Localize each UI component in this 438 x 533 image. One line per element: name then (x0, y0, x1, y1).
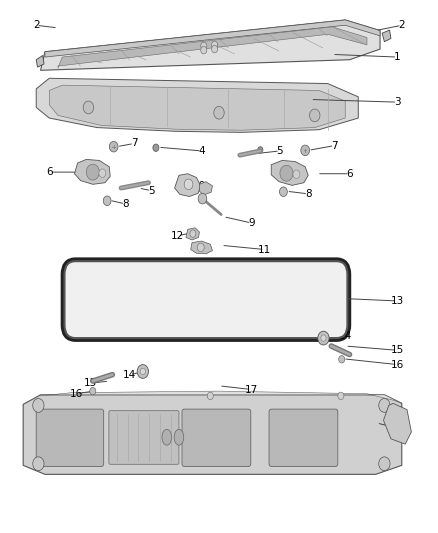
Polygon shape (199, 182, 212, 195)
Polygon shape (382, 30, 391, 42)
Text: 5: 5 (148, 185, 155, 196)
Text: 2: 2 (33, 20, 39, 30)
Polygon shape (175, 174, 201, 197)
Text: 9: 9 (248, 218, 255, 228)
Circle shape (338, 392, 344, 400)
Polygon shape (49, 85, 345, 130)
Circle shape (279, 187, 287, 197)
Circle shape (33, 399, 44, 413)
Circle shape (110, 141, 118, 152)
Polygon shape (45, 20, 380, 57)
Text: 15: 15 (391, 345, 404, 356)
Circle shape (197, 243, 204, 252)
Text: 16: 16 (70, 389, 83, 399)
Text: 8: 8 (305, 189, 311, 199)
Circle shape (184, 179, 193, 190)
Circle shape (207, 392, 213, 400)
Text: 5: 5 (277, 146, 283, 156)
Circle shape (318, 331, 329, 345)
Polygon shape (191, 241, 212, 254)
Circle shape (140, 368, 145, 375)
FancyBboxPatch shape (64, 261, 347, 338)
Circle shape (86, 164, 99, 180)
Circle shape (137, 365, 148, 378)
Circle shape (280, 165, 293, 181)
Text: 8: 8 (122, 199, 129, 209)
Text: 7: 7 (131, 139, 138, 149)
Polygon shape (384, 403, 411, 444)
FancyBboxPatch shape (109, 411, 179, 464)
Text: 17: 17 (245, 384, 258, 394)
Circle shape (99, 169, 106, 177)
Circle shape (103, 196, 111, 206)
Circle shape (212, 41, 218, 49)
Circle shape (301, 145, 310, 156)
Circle shape (90, 387, 96, 395)
Text: 1: 1 (394, 52, 401, 62)
Polygon shape (74, 159, 110, 184)
Circle shape (321, 335, 326, 341)
Circle shape (190, 230, 196, 237)
Polygon shape (41, 20, 380, 70)
Text: 14: 14 (123, 370, 136, 379)
Text: 7: 7 (331, 141, 338, 151)
Text: 6: 6 (346, 169, 353, 179)
Text: 4: 4 (198, 146, 205, 156)
FancyBboxPatch shape (182, 409, 251, 466)
Circle shape (214, 107, 224, 119)
Circle shape (33, 457, 44, 471)
Circle shape (379, 399, 390, 413)
Text: 2: 2 (399, 20, 405, 30)
Circle shape (201, 42, 207, 50)
Circle shape (293, 170, 300, 179)
Text: 12: 12 (171, 231, 184, 241)
Circle shape (339, 356, 345, 363)
Ellipse shape (162, 429, 172, 445)
Circle shape (153, 144, 159, 151)
Circle shape (201, 46, 207, 54)
Text: 15: 15 (84, 378, 97, 388)
Polygon shape (36, 78, 358, 132)
FancyBboxPatch shape (36, 409, 104, 466)
Polygon shape (186, 228, 199, 240)
Text: 18: 18 (397, 425, 410, 435)
Polygon shape (271, 160, 308, 185)
Circle shape (212, 45, 218, 53)
Polygon shape (36, 55, 44, 67)
Text: 11: 11 (258, 245, 271, 255)
Polygon shape (58, 27, 367, 68)
Polygon shape (23, 395, 402, 474)
Circle shape (379, 457, 390, 471)
Circle shape (310, 109, 320, 122)
Text: 3: 3 (394, 97, 401, 107)
FancyBboxPatch shape (269, 409, 338, 466)
Text: 6: 6 (46, 167, 53, 177)
Circle shape (258, 147, 263, 153)
Circle shape (198, 193, 207, 204)
Text: 16: 16 (391, 360, 404, 369)
Ellipse shape (174, 429, 184, 445)
Polygon shape (41, 391, 402, 403)
Text: 10: 10 (193, 181, 206, 191)
Circle shape (83, 101, 94, 114)
Text: 14: 14 (339, 332, 352, 342)
Text: 13: 13 (391, 296, 404, 306)
